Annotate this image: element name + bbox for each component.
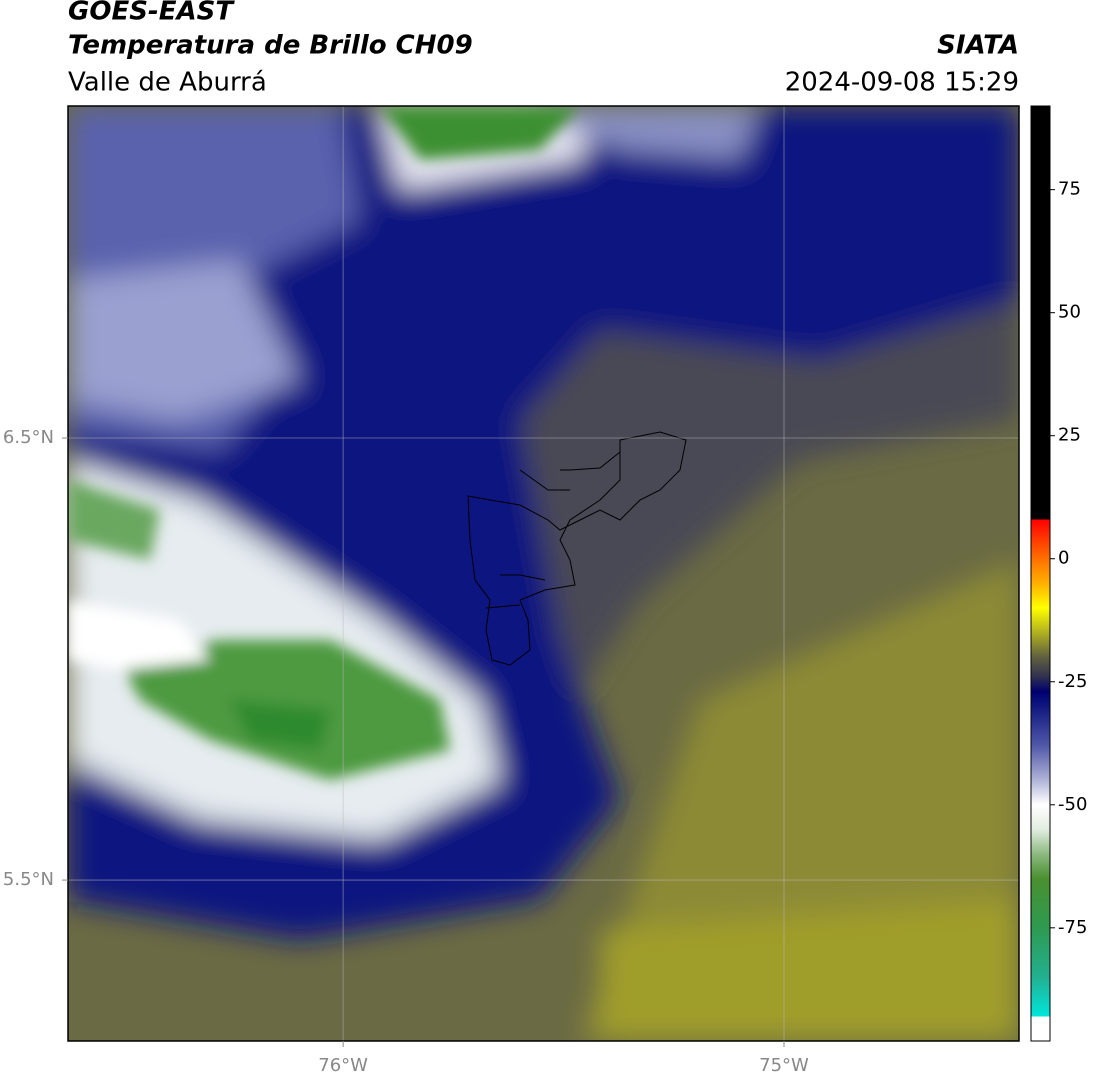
y-tick-label: 5.5°N (3, 869, 54, 890)
source: SIATA (937, 31, 1019, 61)
x-tick-label: 75°W (759, 1055, 809, 1076)
subtitle: Temperatura de Brillo CH09 (68, 31, 473, 61)
municipal-boundaries (467, 431, 687, 666)
colorbar-tick-label: -25 (1058, 671, 1087, 692)
colorbar-tick-label: 0 (1058, 548, 1069, 569)
colorbar-tick-label: 75 (1058, 179, 1081, 200)
colorbar-tick-label: -75 (1058, 917, 1087, 938)
colorbar-tick-label: 50 (1058, 302, 1081, 323)
region: Valle de Aburrá (68, 68, 267, 98)
colorbar-tick-label: 25 (1058, 425, 1081, 446)
field (68, 106, 1019, 1041)
x-tick-label: 76°W (318, 1055, 368, 1076)
y-tick-label: 6.5°N (3, 427, 54, 448)
title: GOES-EAST (68, 0, 235, 27)
colorbar (1030, 105, 1051, 1042)
colorbar-tick-label: -50 (1058, 794, 1087, 815)
timestamp: 2024-09-08 15:29 (785, 68, 1019, 98)
plot-frame (67, 105, 1020, 1042)
